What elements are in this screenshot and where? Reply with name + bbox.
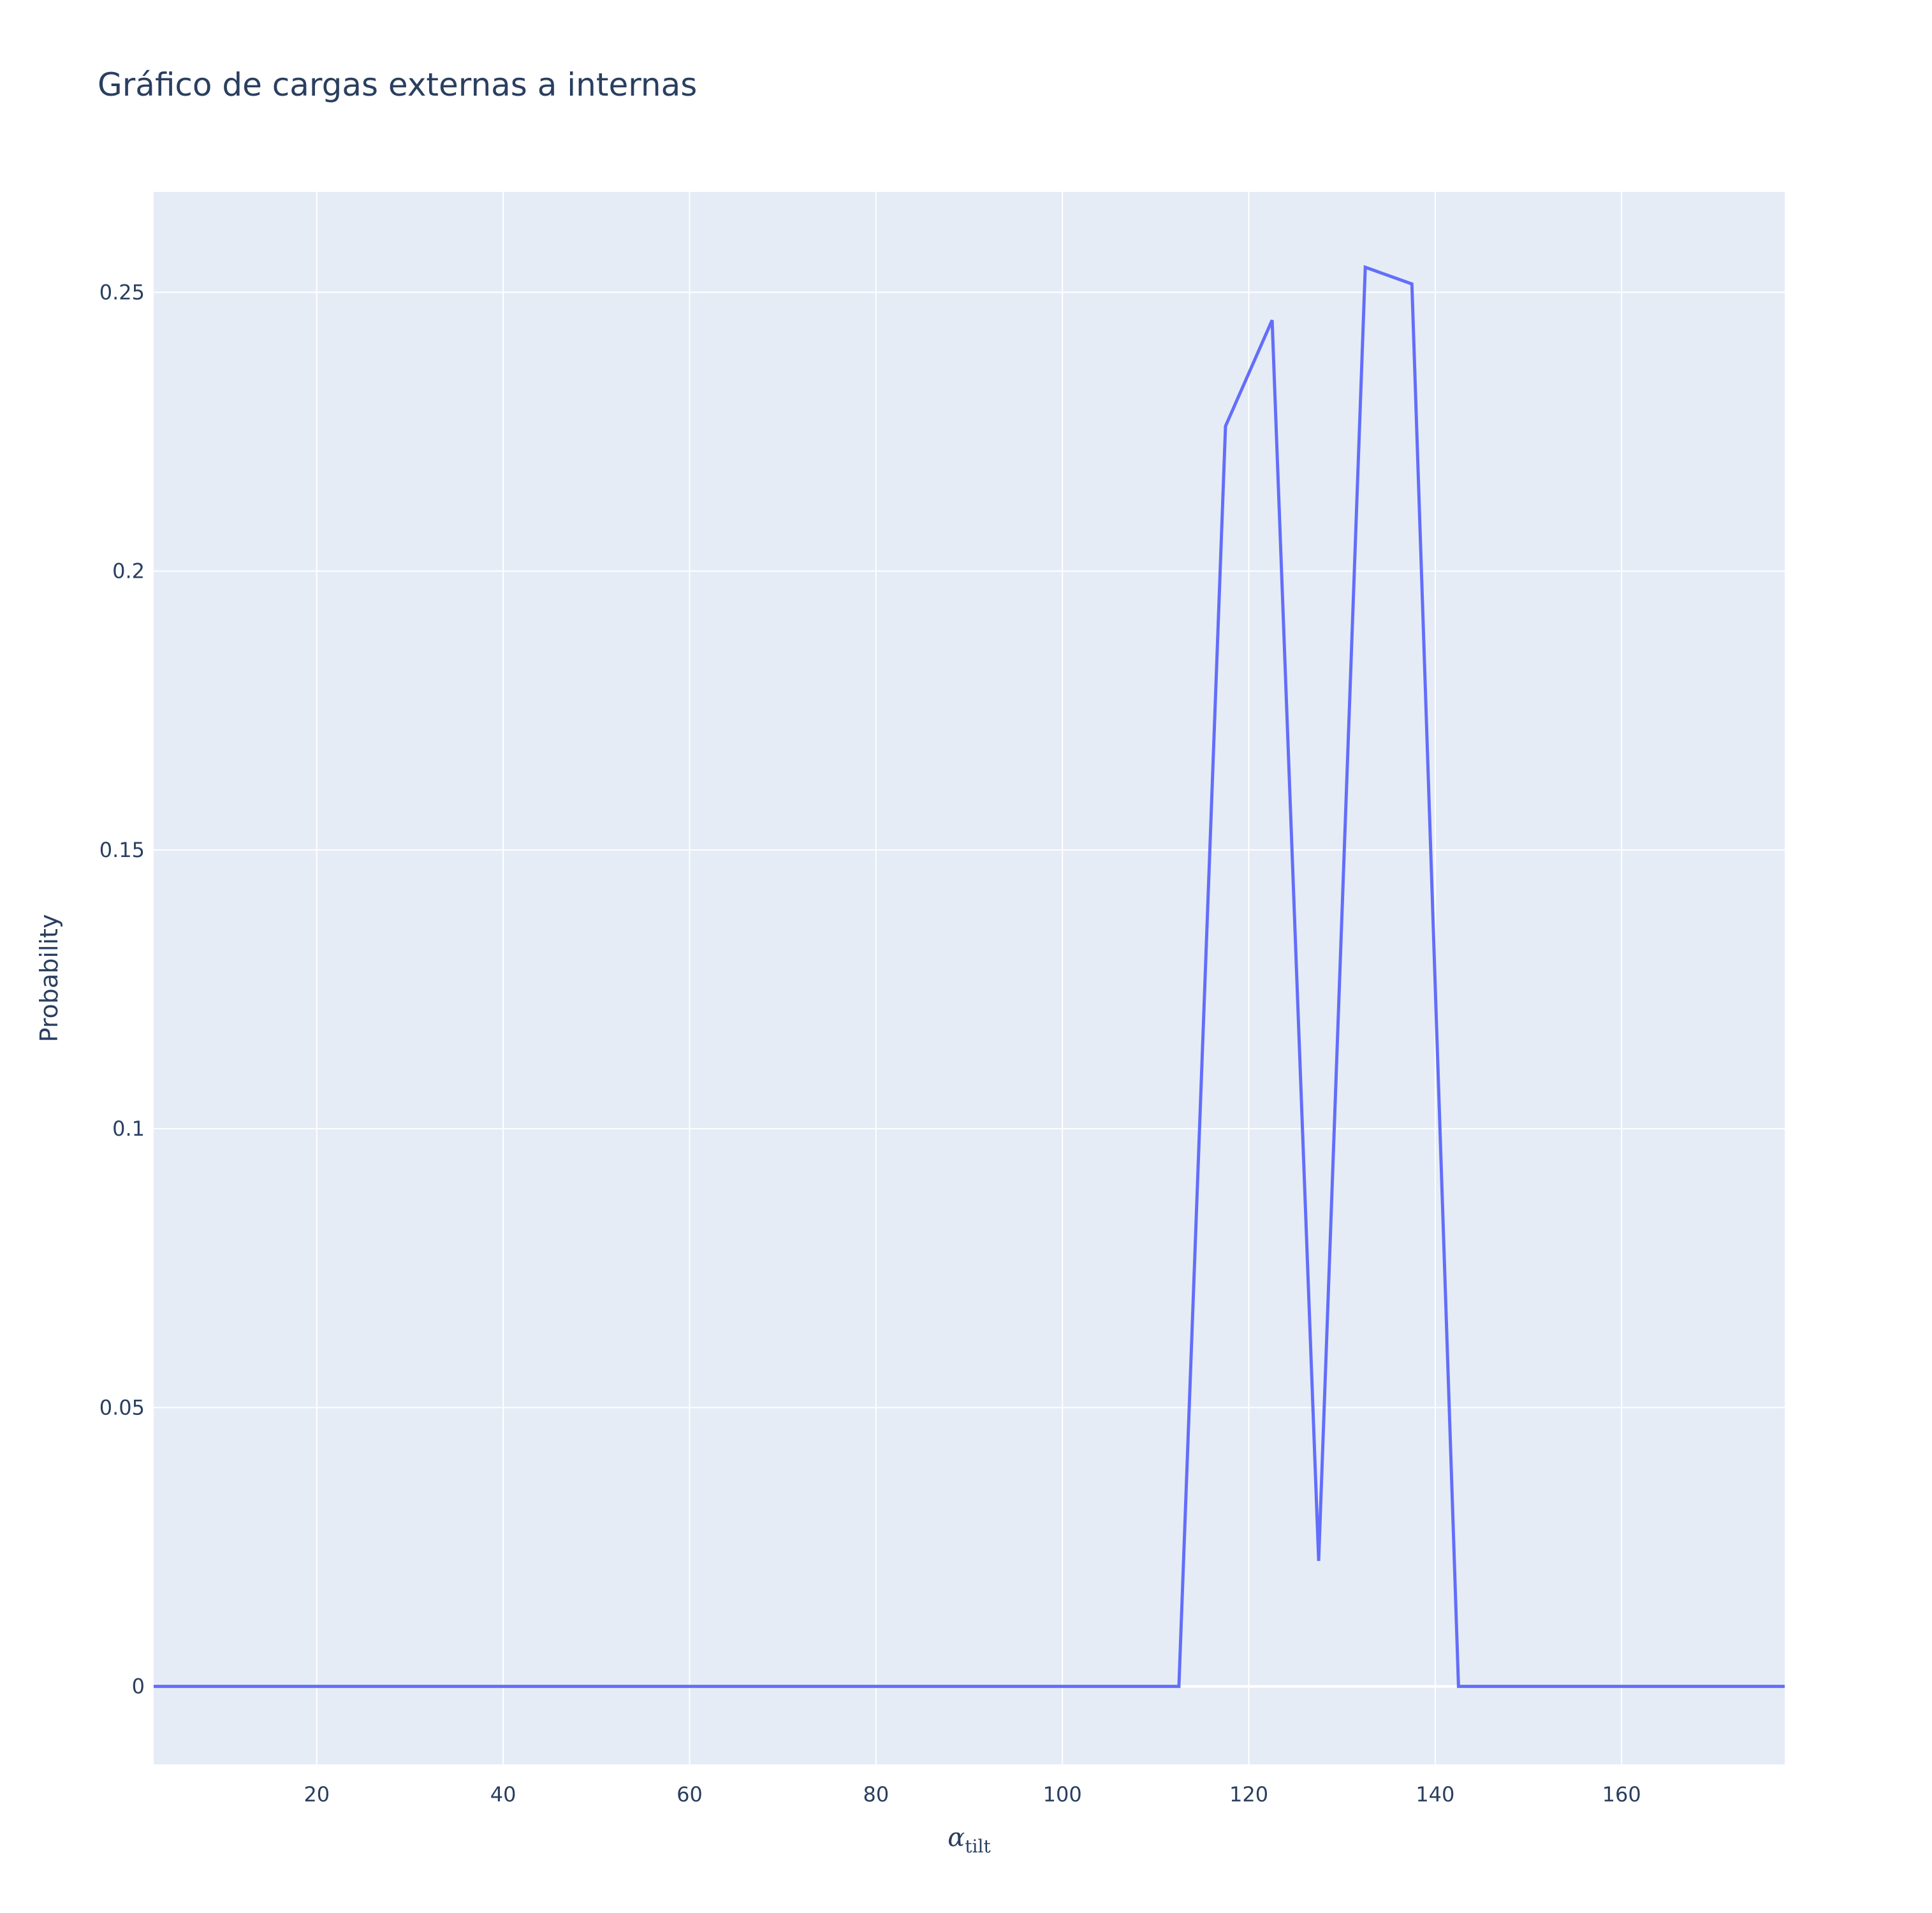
x-axis-label: αtilt <box>948 1823 991 1857</box>
y-tick-label: 0.05 <box>99 1395 145 1419</box>
x-tick-labels: 20 40 60 80 100 120 140 160 <box>304 1782 1641 1807</box>
y-tick-label: 0.2 <box>112 559 145 583</box>
y-axis-label: Probability <box>35 914 63 1043</box>
x-tick-label: 60 <box>677 1782 703 1807</box>
x-axis-label-subscript: tilt <box>965 1836 991 1857</box>
x-tick-label: 140 <box>1416 1782 1454 1807</box>
series-line <box>154 265 1785 1689</box>
x-tick-label: 40 <box>490 1782 516 1807</box>
x-axis-label-symbol: α <box>948 1823 965 1852</box>
x-tick-label: 100 <box>1043 1782 1082 1807</box>
x-tick-label: 160 <box>1602 1782 1641 1807</box>
chart-title: Gráfico de cargas externas a internas <box>98 66 697 103</box>
x-tick-label: 120 <box>1229 1782 1268 1807</box>
y-tick-label: 0.1 <box>112 1117 145 1141</box>
x-tick-label: 80 <box>863 1782 889 1807</box>
y-tick-label: 0.25 <box>99 280 145 304</box>
y-tick-label: 0.15 <box>99 838 145 862</box>
plot-area <box>154 192 1785 1764</box>
y-tick-label: 0 <box>132 1675 145 1699</box>
gridlines <box>154 192 1785 1764</box>
x-tick-label: 20 <box>304 1782 330 1807</box>
series-layer <box>154 265 1785 1689</box>
y-tick-labels: 0 0.05 0.1 0.15 0.2 0.25 <box>99 280 145 1698</box>
